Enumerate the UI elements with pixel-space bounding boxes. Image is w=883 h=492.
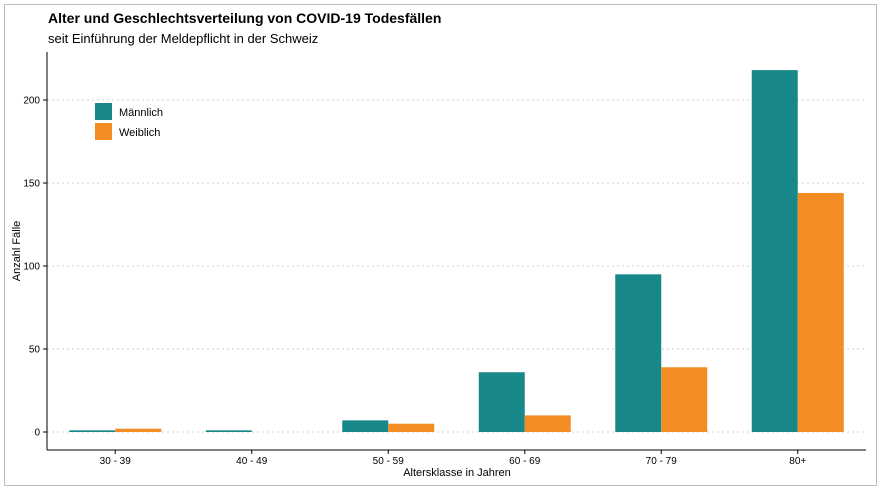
bar (342, 420, 389, 432)
legend-swatch (95, 103, 112, 120)
bar (797, 192, 844, 432)
legend-swatch (95, 123, 112, 140)
x-tick-label: 30 - 39 (100, 456, 132, 467)
chart-title: Alter und Geschlechtsverteilung von COVI… (48, 10, 442, 26)
y-tick-label: 50 (29, 345, 41, 356)
chart-subtitle: seit Einführung der Meldepflicht in der … (48, 31, 319, 46)
y-axis-ticks: 0 50 100 150 200 (23, 96, 47, 439)
bar (478, 372, 525, 432)
legend-label: Männlich (119, 107, 163, 119)
y-tick-label: 150 (23, 179, 40, 190)
legend-label: Weiblich (119, 127, 160, 139)
bar (205, 430, 252, 432)
x-axis-ticks: 30 - 39 40 - 49 50 - 59 60 - 69 70 - 79 80+ (100, 450, 806, 467)
x-tick-label: 80+ (789, 456, 806, 467)
bars (69, 70, 844, 433)
x-tick-label: 50 - 59 (373, 456, 405, 467)
x-axis-label: Altersklasse in Jahren (403, 467, 511, 479)
bar (115, 428, 162, 432)
y-tick-label: 0 (34, 428, 40, 439)
bar (615, 274, 662, 432)
x-tick-label: 40 - 49 (236, 456, 268, 467)
y-axis-label: Anzahl Fälle (11, 221, 23, 282)
bar (69, 430, 116, 432)
bar (524, 415, 571, 432)
x-tick-label: 70 - 79 (646, 456, 678, 467)
bar (661, 367, 708, 432)
y-tick-label: 200 (23, 96, 40, 107)
bar (751, 70, 798, 433)
legend: Männlich Weiblich (95, 103, 163, 140)
chart-frame (4, 4, 877, 486)
y-tick-label: 100 (23, 262, 40, 273)
x-tick-label: 60 - 69 (509, 456, 541, 467)
gridlines (47, 99, 866, 433)
bar (388, 423, 435, 432)
